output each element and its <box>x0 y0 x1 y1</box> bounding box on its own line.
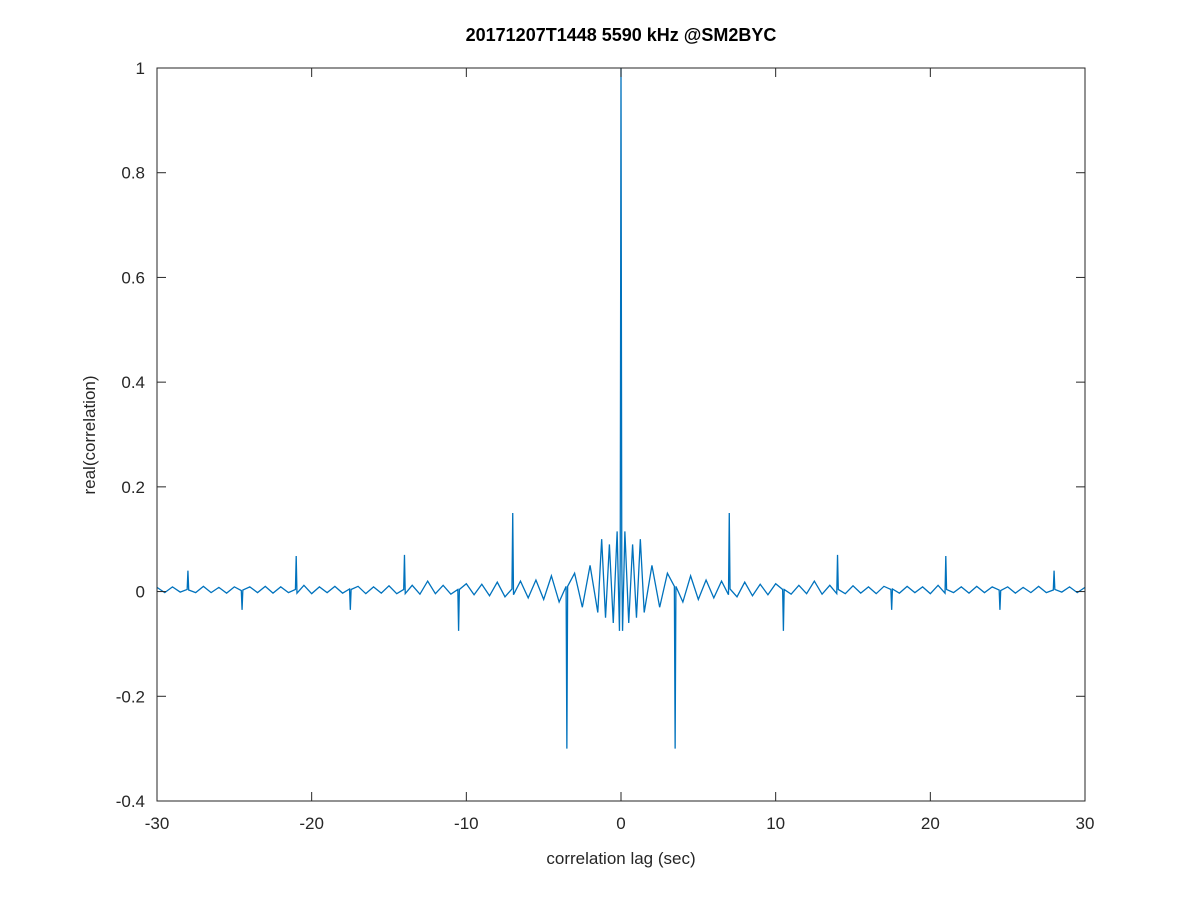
y-tick-label: 0 <box>136 583 145 602</box>
y-tick-label: 0.4 <box>121 373 145 392</box>
x-tick-label: 10 <box>766 814 785 833</box>
y-axis-label: real(correlation) <box>80 375 99 494</box>
y-tick-label: 0.8 <box>121 164 145 183</box>
x-tick-label: -30 <box>145 814 170 833</box>
y-tick-label: 1 <box>136 59 145 78</box>
x-tick-label: 0 <box>616 814 625 833</box>
y-tick-label: 0.2 <box>121 478 145 497</box>
x-tick-label: 20 <box>921 814 940 833</box>
x-tick-label: -20 <box>299 814 324 833</box>
y-tick-label: -0.4 <box>116 792 145 811</box>
x-axis-label: correlation lag (sec) <box>546 849 695 868</box>
y-tick-label: 0.6 <box>121 268 145 287</box>
chart-title: 20171207T1448 5590 kHz @SM2BYC <box>466 25 777 45</box>
x-tick-label: -10 <box>454 814 479 833</box>
x-tick-label: 30 <box>1076 814 1095 833</box>
y-tick-label: -0.2 <box>116 687 145 706</box>
